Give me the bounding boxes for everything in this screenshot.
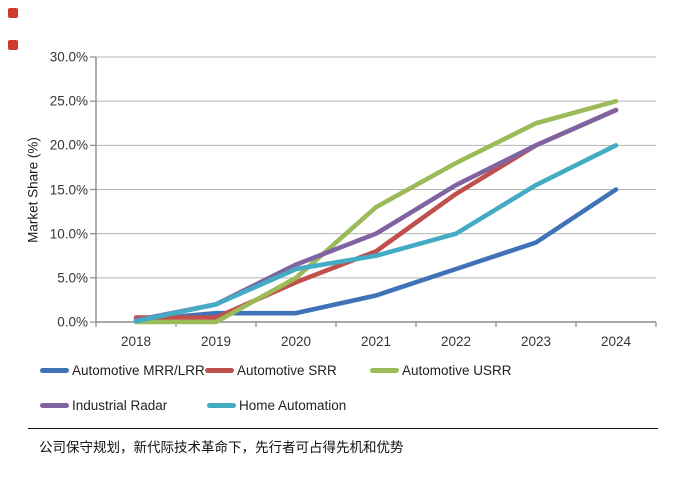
y-axis-tick-label: 5.0%: [57, 270, 88, 286]
x-axis-tick-label: 2022: [440, 334, 472, 349]
x-axis-tick-label: 2021: [360, 334, 392, 349]
legend-swatch-automotive-usrr: [370, 367, 399, 373]
series-line-home-automation: [133, 143, 619, 324]
legend-swatch-automotive-mrr-lrr: [40, 367, 69, 373]
legend-item-automotive-mrr-lrr: Automotive MRR/LRR: [40, 362, 205, 378]
x-axis-tick-label: 2018: [120, 334, 152, 349]
series-line-automotive-usrr: [133, 98, 619, 325]
y-axis-tick-label: 10.0%: [49, 226, 88, 242]
red-marker-icon: [8, 8, 18, 18]
legend-swatch-automotive-srr: [205, 367, 234, 373]
legend-swatch-home-automation: [207, 402, 236, 408]
y-axis-tick-label: 20.0%: [49, 137, 88, 153]
red-marker-icon: [8, 40, 18, 50]
legend-label: Automotive USRR: [402, 362, 512, 378]
legend-item-industrial-radar: Industrial Radar: [40, 397, 167, 413]
y-axis-tick-label: 30.0%: [49, 49, 88, 65]
y-axis-tick-label: 15.0%: [49, 182, 88, 197]
y-axis-tick-label: 25.0%: [49, 93, 88, 109]
line-chart: Market Share (%) 0.0% 5.0% 10.0% 15.0% 20.0%…: [26, 49, 657, 413]
legend-label: Industrial Radar: [72, 397, 168, 413]
legend-item-home-automation: Home Automation: [207, 397, 346, 413]
x-axis-tick-label: 2024: [600, 334, 632, 349]
legend-item-automotive-usrr: Automotive USRR: [370, 362, 512, 378]
caption-text: 公司保守规划，新代际技术革命下，先行者可占得先机和优势: [39, 440, 404, 455]
x-axis-tick-label: 2023: [520, 334, 552, 349]
legend-label: Home Automation: [239, 397, 347, 413]
legend-label: Automotive MRR/LRR: [72, 362, 205, 378]
series-line-automotive-mrr-lrr: [133, 187, 619, 323]
x-axis-tick-label: 2020: [280, 334, 312, 349]
plot-area: [90, 56, 657, 327]
x-axis-tick-label: 2019: [200, 334, 232, 349]
series-line-industrial-radar: [133, 107, 619, 323]
legend-swatch-industrial-radar: [40, 402, 69, 408]
y-axis-tick-label: 0.0%: [57, 314, 88, 330]
caption-divider: [28, 428, 658, 429]
legend-label: Automotive SRR: [237, 362, 337, 378]
legend-item-automotive-srr: Automotive SRR: [205, 362, 337, 378]
